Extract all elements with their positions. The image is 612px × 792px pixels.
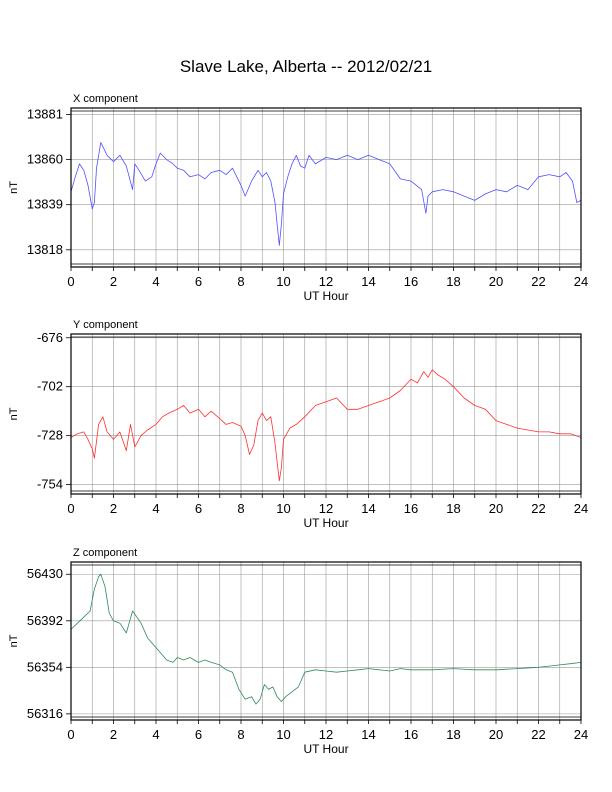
x-tick-label: 10 <box>276 501 290 516</box>
x-tick-label: 12 <box>319 274 333 289</box>
x-tick-label: 8 <box>237 727 244 742</box>
x-tick-label: 18 <box>446 501 460 516</box>
y-tick-label: -702 <box>37 379 63 394</box>
y-panel-title: Y component <box>73 319 138 331</box>
x-tick-label: 12 <box>319 501 333 516</box>
x-panel-title: X component <box>73 93 138 105</box>
y-tick-label: 56392 <box>27 613 63 628</box>
x-tick-label: 0 <box>67 274 74 289</box>
y-tick-label: 56354 <box>27 659 63 674</box>
y-tick-label: 13839 <box>27 197 63 212</box>
y-tick-label: -728 <box>37 428 63 443</box>
x-tick-label: 4 <box>152 274 159 289</box>
x-tick-label: 16 <box>404 501 418 516</box>
x-tick-label: 6 <box>195 501 202 516</box>
y-tick-label: 56430 <box>27 566 63 581</box>
x-tick-label: 4 <box>152 501 159 516</box>
x-tick-label: 24 <box>574 727 588 742</box>
x-panel: 0 2 4 6 8 10 12 14 16 18 20 22 241381813839138601388… <box>8 93 588 303</box>
x-y-axis-label: nT <box>8 181 20 194</box>
x-tick-label: 14 <box>361 274 375 289</box>
x-tick-label: 8 <box>237 501 244 516</box>
x-tick-label: 2 <box>110 501 117 516</box>
x-tick-label: 10 <box>276 274 290 289</box>
x-tick-label: 4 <box>152 727 159 742</box>
x-tick-label: 12 <box>319 727 333 742</box>
z-panel-title: Z component <box>73 547 137 559</box>
x-tick-label: 2 <box>110 274 117 289</box>
y-tick-label: 13860 <box>27 152 63 167</box>
x-tick-label: 22 <box>531 501 545 516</box>
x-tick-label: 6 <box>195 727 202 742</box>
x-tick-label: 24 <box>574 501 588 516</box>
x-tick-label: 20 <box>489 501 503 516</box>
figure-title: Slave Lake, Alberta -- 2012/02/21 <box>179 57 433 76</box>
y-x-axis-label: UT Hour <box>303 516 348 530</box>
x-tick-label: 0 <box>67 727 74 742</box>
y-y-axis-label: nT <box>8 407 20 420</box>
z-series-line <box>70 573 582 705</box>
y-series-line <box>70 369 582 482</box>
x-tick-label: 16 <box>404 274 418 289</box>
x-tick-label: 18 <box>446 274 460 289</box>
z-y-axis-label: nT <box>8 634 20 647</box>
x-tick-label: 22 <box>531 274 545 289</box>
y-tick-label: 56316 <box>27 706 63 721</box>
z-x-axis-label: UT Hour <box>303 742 348 756</box>
y-tick-label: 13818 <box>27 242 63 257</box>
x-tick-label: 6 <box>195 274 202 289</box>
x-tick-label: 10 <box>276 727 290 742</box>
x-tick-label: 2 <box>110 727 117 742</box>
y-tick-label: 13881 <box>27 106 63 121</box>
x-tick-label: 24 <box>574 274 588 289</box>
z-panel: 0 2 4 6 8 10 12 14 16 18 20 22 245631656354563925643… <box>8 547 588 756</box>
x-tick-label: 14 <box>361 727 375 742</box>
x-tick-label: 22 <box>531 727 545 742</box>
x-series-line <box>70 142 582 246</box>
x-tick-label: 16 <box>404 727 418 742</box>
x-tick-label: 14 <box>361 501 375 516</box>
y-tick-label: -676 <box>37 330 63 345</box>
x-tick-label: 8 <box>237 274 244 289</box>
x-tick-label: 20 <box>489 274 503 289</box>
x-tick-label: 20 <box>489 727 503 742</box>
x-tick-label: 18 <box>446 727 460 742</box>
y-tick-label: -754 <box>37 477 63 492</box>
x-x-axis-label: UT Hour <box>303 289 348 303</box>
x-tick-label: 0 <box>67 501 74 516</box>
